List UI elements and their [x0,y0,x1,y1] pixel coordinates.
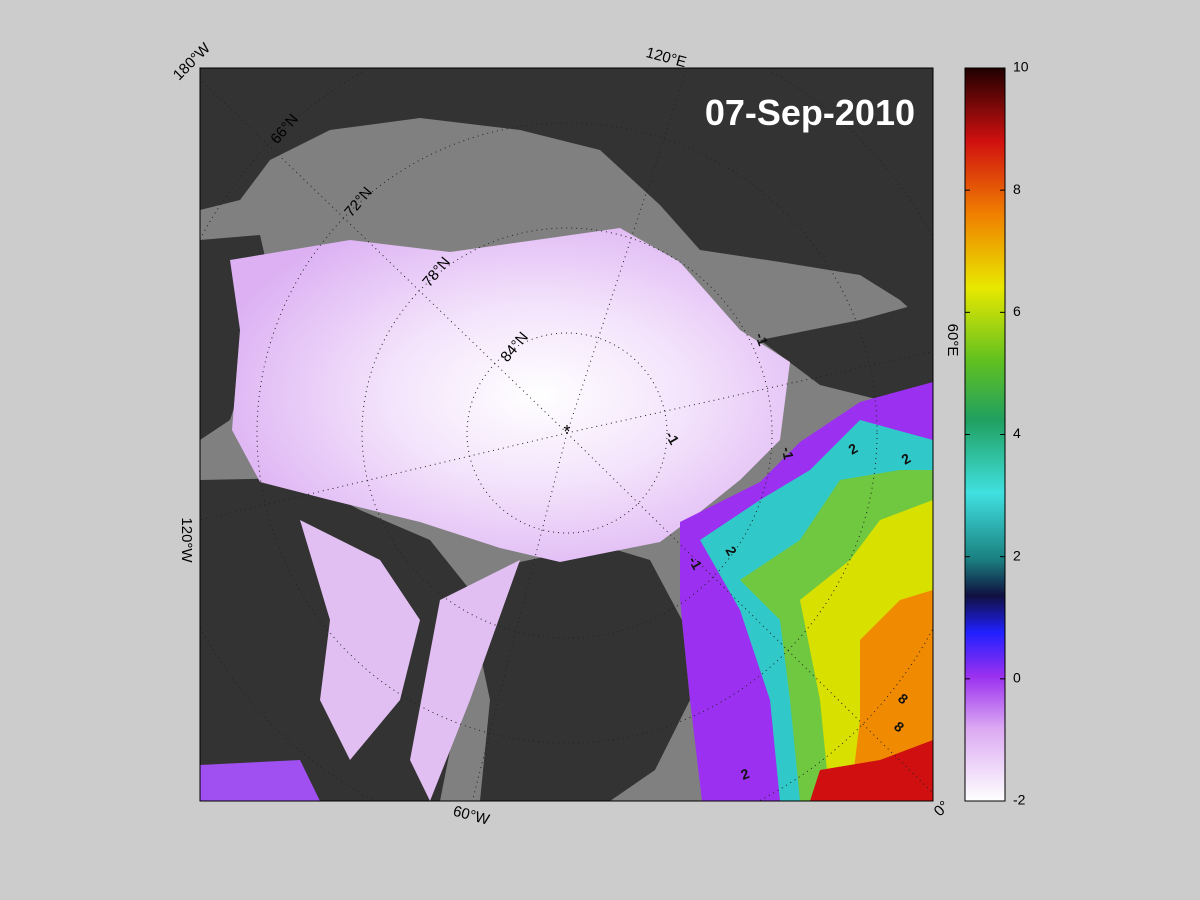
tick-label: 4 [1013,425,1021,441]
map: * [200,68,933,801]
tick-label: 10 [1013,59,1029,75]
tick-label: 2 [1013,547,1021,563]
land [200,68,933,330]
water [810,740,933,801]
colorbar [964,67,1006,802]
lon-label: 120°E [644,44,688,71]
pole: * [563,422,570,442]
tick-label: 6 [1013,303,1021,319]
lon-label: 60°E [944,324,961,357]
land [760,300,933,420]
map-frame [199,67,934,802]
sea-ice [300,520,520,801]
contour-label: -1 [779,446,797,461]
contour-label: -1 [752,331,771,348]
tick-label: 0 [1013,670,1021,686]
date: 07-Sep-2010 [705,92,915,133]
tick-label: -2 [1013,792,1026,808]
tick-label: 8 [1013,181,1021,197]
lon-label: 0° [931,798,953,820]
lon-label: 120°W [178,517,195,563]
lon-label: 60°W [451,803,492,829]
land [470,545,690,801]
sea-ice [230,228,790,562]
water [200,760,320,801]
graticule [200,68,933,801]
